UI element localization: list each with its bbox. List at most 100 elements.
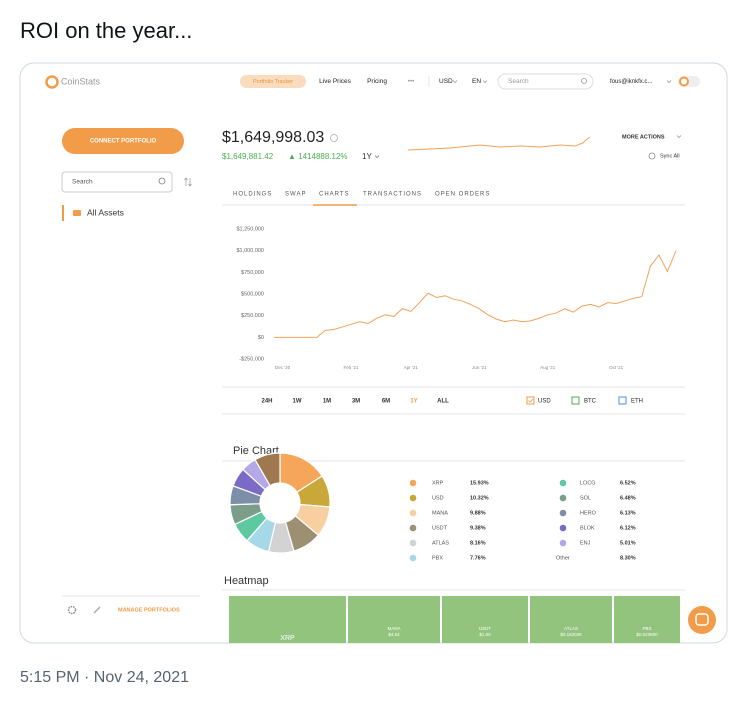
- y-tick-label: $0: [258, 335, 264, 341]
- heatmap-name: MANA: [387, 626, 400, 631]
- more-actions[interactable]: MORE ACTIONS: [622, 134, 665, 140]
- y-tick-label: $1,250,000: [236, 226, 264, 232]
- range-button[interactable]: 1W: [293, 399, 302, 405]
- pie-title: Pie Chart: [233, 445, 279, 457]
- tab[interactable]: OPEN ORDERS: [435, 192, 490, 198]
- legend-icon: [409, 494, 417, 502]
- search-placeholder: Search: [72, 179, 93, 186]
- heatmap-cell[interactable]: [442, 596, 528, 656]
- currency-toggle[interactable]: USD: [538, 399, 551, 405]
- currency-toggle[interactable]: ETH: [631, 399, 643, 405]
- heatmap-cell[interactable]: [530, 596, 612, 656]
- legend-value: 8.30%: [620, 555, 636, 561]
- legend-value: 6.12%: [620, 525, 636, 531]
- chevron: [452, 80, 458, 84]
- search-box[interactable]: [497, 73, 594, 90]
- legend-icon: [409, 524, 417, 532]
- heatmap-cell[interactable]: [348, 596, 440, 656]
- currency-toggle[interactable]: BTC: [584, 399, 597, 405]
- tab[interactable]: SWAP: [285, 192, 306, 198]
- x-tick-label: Dec '20: [275, 365, 291, 370]
- connect-button[interactable]: [62, 128, 184, 154]
- sparkline: [407, 136, 591, 151]
- logo: CoinStats: [61, 76, 101, 86]
- legend-value: 9.88%: [470, 510, 486, 516]
- search-placeholder: Search: [508, 78, 529, 85]
- range-button[interactable]: 1M: [323, 399, 331, 405]
- tab[interactable]: TRANSACTIONS: [363, 192, 422, 198]
- sync-all[interactable]: Sync All: [660, 153, 680, 159]
- heatmap-price: $0.182039: [560, 632, 582, 637]
- checkbox[interactable]: [618, 396, 627, 405]
- nav-pill[interactable]: [240, 75, 306, 88]
- legend-label: Other: [556, 555, 570, 561]
- chevron: [666, 80, 672, 84]
- x-tick-label: Apr '21: [404, 365, 419, 370]
- legend-icon: [559, 479, 567, 487]
- legend-value: 6.13%: [620, 510, 636, 516]
- legend-icon: [409, 479, 417, 487]
- chevron: [374, 155, 380, 159]
- check: [528, 398, 534, 403]
- legend-label: USDT: [432, 525, 448, 531]
- range-button[interactable]: 3M: [352, 399, 360, 405]
- tab[interactable]: HOLDINGS: [233, 192, 272, 198]
- nav-item[interactable]: EN: [472, 78, 481, 85]
- range-button[interactable]: ALL: [437, 399, 449, 405]
- y-tick-label: $750,000: [241, 270, 264, 276]
- range-button[interactable]: 6M: [382, 399, 390, 405]
- settings-icon[interactable]: [67, 605, 77, 615]
- portfolio-line: [274, 250, 677, 338]
- nav-item[interactable]: Portfolio Tracker: [253, 79, 293, 85]
- legend-value: 6.52%: [620, 480, 636, 486]
- range-button[interactable]: 24H: [261, 399, 272, 405]
- sync-icon[interactable]: [648, 152, 656, 160]
- legend-icon: [559, 524, 567, 532]
- screenshot: CoinStats Portfolio Tracker Live Prices …: [45, 73, 716, 656]
- legend-icon: [559, 509, 567, 517]
- manage-portfolios[interactable]: MANAGE PORTFOLIOS: [118, 607, 180, 613]
- sort-icon[interactable]: [184, 177, 192, 187]
- timestamp: 5:15 PM · Nov 24, 2021: [20, 669, 189, 686]
- heatmap-cell[interactable]: [614, 596, 680, 656]
- tab[interactable]: CHARTS: [319, 192, 350, 198]
- range-button[interactable]: 1Y: [410, 399, 417, 405]
- legend-value: 10.32%: [470, 495, 489, 501]
- legend-value: 7.76%: [470, 555, 486, 561]
- logo-icon: [45, 75, 59, 89]
- charts: -$250,000 $0 $250,000 $500,000 $750,000 $1,00…: [229, 226, 677, 561]
- account[interactable]: fous@iknkfx.c...: [610, 79, 653, 85]
- all-assets[interactable]: All Assets: [87, 207, 124, 217]
- heatmap: XRP MANA$4.54 USDT$1.00 ATLAS$0.182039 PBX$0…: [229, 596, 680, 656]
- chat-button[interactable]: [688, 606, 716, 634]
- checkbox[interactable]: [526, 396, 535, 405]
- legend-icon: [559, 494, 567, 502]
- heatmap-name: USDT: [479, 626, 492, 631]
- sidebar-search[interactable]: [61, 171, 173, 193]
- legend-icon: [409, 539, 417, 547]
- nav-item[interactable]: Pricing: [367, 78, 387, 85]
- y-tick-label: -$250,000: [239, 356, 264, 362]
- nav-item[interactable]: USD: [439, 78, 453, 85]
- refresh-icon[interactable]: [330, 134, 338, 142]
- period-select[interactable]: 1Y: [362, 152, 372, 161]
- legend-label: SOL: [580, 495, 591, 501]
- x-tick-label: Jun '21: [472, 365, 487, 370]
- nav-item[interactable]: •••: [408, 78, 416, 85]
- legend-value: 8.16%: [470, 540, 486, 546]
- connect-label[interactable]: CONNECT PORTFOLIO: [90, 139, 157, 145]
- heatmap-price: $4.54: [388, 632, 400, 637]
- heatmap-price: $1.00: [479, 632, 491, 637]
- checkbox[interactable]: [571, 396, 580, 405]
- legend-label: LOCG: [580, 480, 596, 486]
- pie-slice[interactable]: [254, 452, 281, 487]
- legend-label: HERO: [580, 510, 597, 516]
- chevron: [676, 135, 682, 139]
- nav-item[interactable]: Live Prices: [319, 78, 352, 85]
- heatmap-name: ATLAS: [564, 626, 578, 631]
- legend-label: XRP: [432, 480, 444, 486]
- x-tick-label: Aug '21: [540, 365, 556, 370]
- link-icon[interactable]: [93, 606, 101, 614]
- legend-value: 9.38%: [470, 525, 486, 531]
- heatmap-cell[interactable]: [229, 596, 346, 656]
